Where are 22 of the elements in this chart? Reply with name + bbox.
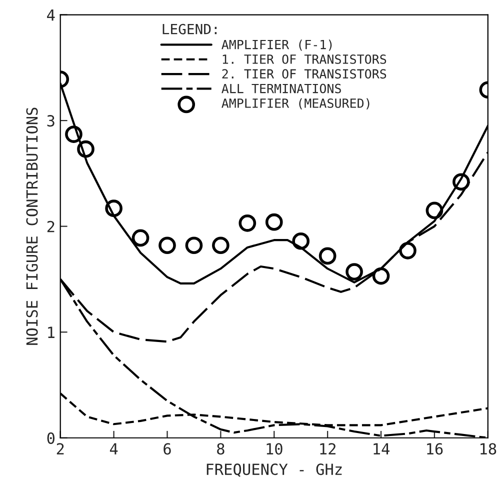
x-tick-label: 2	[56, 443, 64, 454]
y-axis-title: NOISE FIGURE CONTRIBUTIONS	[26, 108, 38, 345]
x-tick-label: 12	[320, 443, 336, 454]
x-tick-label: 10	[266, 443, 282, 455]
x-tick-label: 4	[110, 443, 118, 454]
y-tick-label: 4	[47, 9, 55, 21]
y-tick-label: 1	[48, 326, 54, 338]
x-tick-label: 16	[427, 443, 443, 455]
x-axis-title: FREQUENCY - GHz	[206, 464, 342, 477]
legend-title: LEGEND:	[162, 24, 217, 34]
legend-label: 1. TIER OF TRANSISTORS	[222, 54, 386, 64]
y-tick-label: 3	[47, 115, 54, 127]
x-tick-label: 18	[480, 443, 496, 455]
y-tick-label: 2	[47, 220, 54, 232]
legend-label: AMPLIFIER (MEASURED)	[222, 98, 370, 110]
x-tick-label: 8	[217, 443, 224, 455]
y-tick-label: 0	[47, 432, 55, 444]
legend-label: 2. TIER OF TRANSISTORS	[222, 69, 386, 79]
x-tick-label: 6	[164, 443, 171, 455]
x-tick-label: 14	[374, 443, 390, 454]
legend-label: ALL TERMINATIONS	[222, 84, 341, 94]
legend-label: AMPLIFIER (F-1)	[222, 40, 332, 51]
